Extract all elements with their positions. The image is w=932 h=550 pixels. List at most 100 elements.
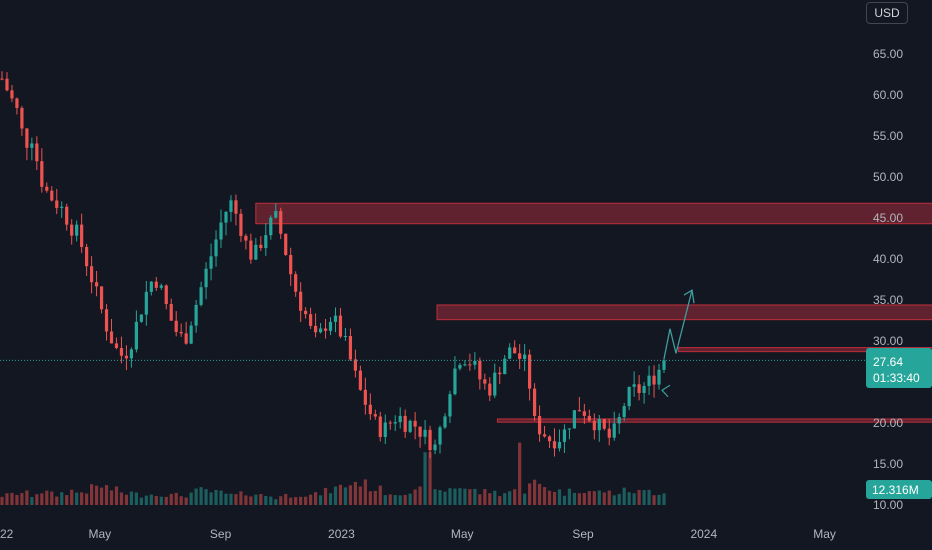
volume-bar (637, 489, 641, 505)
volume-bar (363, 479, 367, 505)
candle-body (592, 420, 596, 431)
candle-body (523, 354, 527, 359)
volume-bar (528, 483, 532, 505)
volume-bar (144, 495, 148, 505)
candle-body (358, 370, 362, 390)
candle-body (488, 383, 492, 396)
candle-body (657, 369, 661, 385)
candle-body (353, 359, 357, 371)
volume-bar (423, 452, 427, 505)
volume-bar (642, 490, 646, 505)
candle-body (503, 358, 507, 375)
candle-body (627, 386, 631, 407)
forecast-arrowhead (683, 289, 695, 304)
volume-bar (552, 491, 557, 505)
volume-bar (209, 492, 213, 505)
volume-bar (632, 493, 636, 505)
last-price-label: 27.64 (873, 355, 903, 369)
volume-bar (403, 494, 407, 505)
zone-0[interactable] (255, 202, 932, 225)
candle-body (25, 128, 29, 148)
candle-body (378, 416, 382, 437)
volume-bar (159, 496, 163, 505)
volume-bar (513, 489, 517, 505)
candle-body (15, 98, 19, 108)
candle-body (552, 441, 557, 449)
candle-body (572, 410, 577, 429)
volume-bar (169, 493, 173, 505)
candle-body (284, 233, 288, 256)
candle-body (602, 418, 606, 429)
candle-body (40, 161, 44, 187)
candle-body (50, 190, 54, 201)
volume-bar (428, 452, 432, 505)
volume-bar (309, 494, 313, 505)
volume-bar (657, 494, 661, 505)
volume-bar (35, 494, 39, 505)
volume-bar (378, 485, 382, 505)
zone-3[interactable] (496, 418, 932, 423)
candle-body (104, 309, 109, 332)
volume-bar (453, 488, 457, 505)
volume-bar (413, 489, 417, 505)
volume-label: 12.316M (872, 483, 919, 497)
volume-bar (85, 493, 89, 505)
candle-body (304, 310, 308, 315)
candle-body (443, 416, 447, 428)
candle-body (269, 217, 273, 236)
volume-bar (383, 495, 387, 505)
candle-body (348, 336, 353, 360)
candle-body (70, 224, 74, 236)
candle-body (99, 286, 104, 310)
currency-button[interactable]: USD (866, 2, 908, 24)
candle-body (209, 256, 213, 269)
volume-bar (353, 481, 357, 505)
candle-body (647, 375, 651, 386)
price-tick-label: 35.00 (873, 293, 903, 307)
candle-body (94, 282, 99, 287)
volume-bar (264, 496, 268, 505)
time-tick-label: Sep (572, 527, 594, 541)
volume-bar (418, 486, 422, 505)
volume-bar (30, 497, 34, 505)
candle-body (164, 285, 168, 304)
volume-bar (652, 495, 656, 505)
time-axis[interactable]: 22MaySep2023MaySep2024MaySep2025May (0, 527, 932, 541)
candle-body (458, 364, 462, 369)
volume-bar (393, 495, 397, 505)
volume-bar (348, 485, 353, 505)
candle-body (0, 78, 4, 80)
candle-body (662, 360, 666, 370)
volume-bar (313, 492, 318, 505)
volume-bar (458, 488, 462, 505)
candle-body (587, 415, 591, 421)
volume-bar (508, 491, 512, 505)
candle-body (632, 384, 636, 387)
candle-body (393, 422, 397, 424)
volume-bar (557, 489, 562, 505)
volume-bar (149, 494, 153, 505)
zone-1[interactable] (436, 304, 932, 321)
volume-bar (164, 496, 168, 505)
candle-body (259, 244, 263, 249)
candle-body (229, 200, 233, 212)
volume-bar (483, 489, 487, 505)
time-tick-label: 2024 (690, 527, 717, 541)
volume-bar (174, 492, 178, 505)
volume-bar (299, 496, 303, 505)
volume-bar (94, 485, 99, 505)
countdown-label: 01:33:40 (873, 371, 920, 385)
candle-body (159, 285, 163, 288)
candle-body (234, 200, 238, 214)
volume-bar (199, 487, 203, 505)
volume-bar (463, 488, 467, 505)
candle-body (154, 281, 158, 288)
volume-bar (109, 490, 114, 505)
volume-bar (577, 493, 581, 505)
zone-2[interactable] (678, 347, 932, 353)
zones-layer (255, 202, 932, 423)
candle-body (428, 429, 432, 451)
candle-body (383, 422, 387, 437)
forecast-path[interactable] (663, 290, 693, 360)
